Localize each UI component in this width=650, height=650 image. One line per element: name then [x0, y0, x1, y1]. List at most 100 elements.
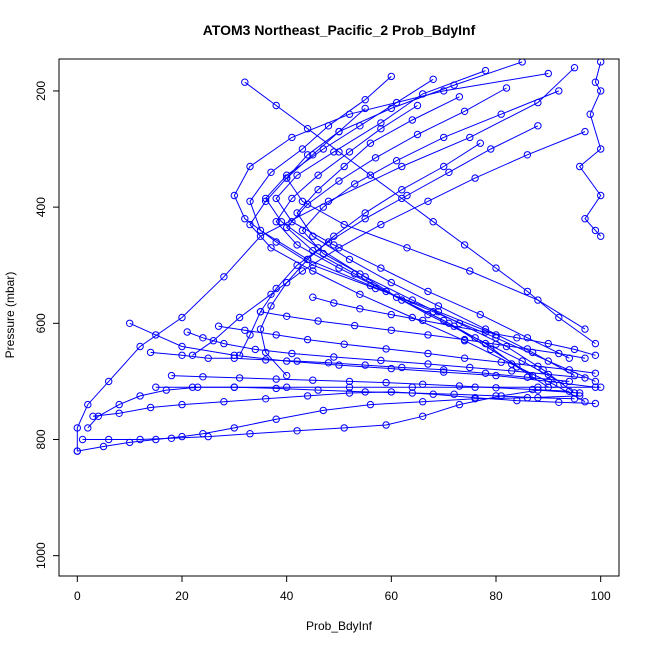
data-point [309, 376, 317, 384]
data-point [570, 371, 579, 380]
data-point [382, 421, 390, 429]
data-point [460, 335, 469, 344]
data-point [513, 396, 521, 405]
data-point [455, 382, 464, 390]
data-point [366, 171, 375, 179]
x-tick-label: 0 [74, 589, 81, 603]
data-point [570, 64, 579, 72]
data-point [424, 310, 432, 319]
data-point [408, 389, 416, 397]
data-point [597, 59, 605, 66]
data-point [115, 409, 123, 417]
series-line [244, 81, 596, 345]
data-point [220, 339, 228, 348]
data-point [361, 209, 369, 217]
data-point [251, 345, 260, 354]
data-point [481, 66, 490, 75]
data-point [272, 194, 280, 203]
y-tick-label: 600 [34, 313, 48, 333]
data-point [283, 371, 291, 380]
data-point [152, 383, 160, 391]
data-point [204, 354, 212, 362]
data-point [272, 101, 280, 110]
data-point [220, 398, 228, 406]
data-point [183, 328, 191, 336]
series-line [150, 351, 570, 382]
data-point [126, 438, 134, 447]
data-point [450, 390, 458, 398]
data-point [591, 78, 600, 86]
data-point [178, 342, 186, 351]
data-point [324, 122, 333, 130]
data-point [440, 133, 448, 142]
data-point [283, 174, 291, 182]
series-22 [73, 392, 584, 455]
data-point [392, 98, 401, 107]
data-point [345, 377, 354, 386]
data-point [178, 313, 186, 322]
data-point [408, 116, 416, 124]
data-point [429, 75, 437, 84]
data-point [424, 360, 432, 368]
data-point [288, 349, 296, 358]
data-point [565, 377, 573, 386]
data-point [555, 349, 563, 358]
data-point [256, 308, 265, 316]
data-point [387, 364, 395, 373]
series-28 [167, 371, 573, 395]
data-point [445, 168, 453, 177]
data-point [309, 151, 317, 159]
data-point [508, 367, 516, 375]
data-point [298, 267, 307, 275]
data-point [293, 209, 301, 217]
data-point [298, 226, 307, 235]
data-point [136, 342, 144, 351]
data-point [330, 232, 338, 240]
data-point [518, 59, 526, 66]
data-point [366, 139, 375, 147]
data-point [314, 317, 322, 325]
data-point [424, 287, 432, 296]
data-point [382, 378, 390, 387]
series-16 [256, 139, 484, 380]
data-point [178, 400, 186, 409]
data-point [586, 110, 594, 118]
data-point [178, 432, 186, 441]
data-point [335, 244, 343, 252]
data-point [293, 171, 301, 179]
data-point [78, 435, 87, 444]
data-point [597, 232, 605, 240]
data-point [591, 377, 600, 386]
data-point [99, 442, 108, 451]
data-point [303, 151, 312, 159]
data-point [220, 273, 228, 281]
data-point [523, 373, 532, 381]
data-point [392, 157, 401, 165]
data-point [576, 162, 584, 171]
data-point [199, 373, 207, 381]
data-point [272, 218, 280, 226]
data-point [309, 293, 317, 301]
data-point [246, 162, 254, 171]
data-point [230, 424, 239, 432]
data-point [335, 264, 343, 272]
data-point [544, 377, 552, 386]
series-line [92, 391, 596, 417]
data-point [424, 331, 432, 339]
data-point [293, 261, 301, 269]
data-point [377, 125, 385, 133]
data-point [581, 215, 589, 223]
data-point [199, 334, 207, 342]
data-point [267, 290, 275, 298]
series-23 [84, 383, 579, 432]
data-point [194, 383, 202, 391]
data-point [361, 104, 369, 113]
data-point [387, 310, 395, 319]
series-25 [214, 322, 600, 377]
data-point [262, 348, 270, 357]
data-point [262, 356, 270, 364]
data-point [188, 351, 197, 359]
data-point [309, 232, 317, 240]
data-point [377, 119, 385, 127]
data-point [262, 197, 270, 206]
